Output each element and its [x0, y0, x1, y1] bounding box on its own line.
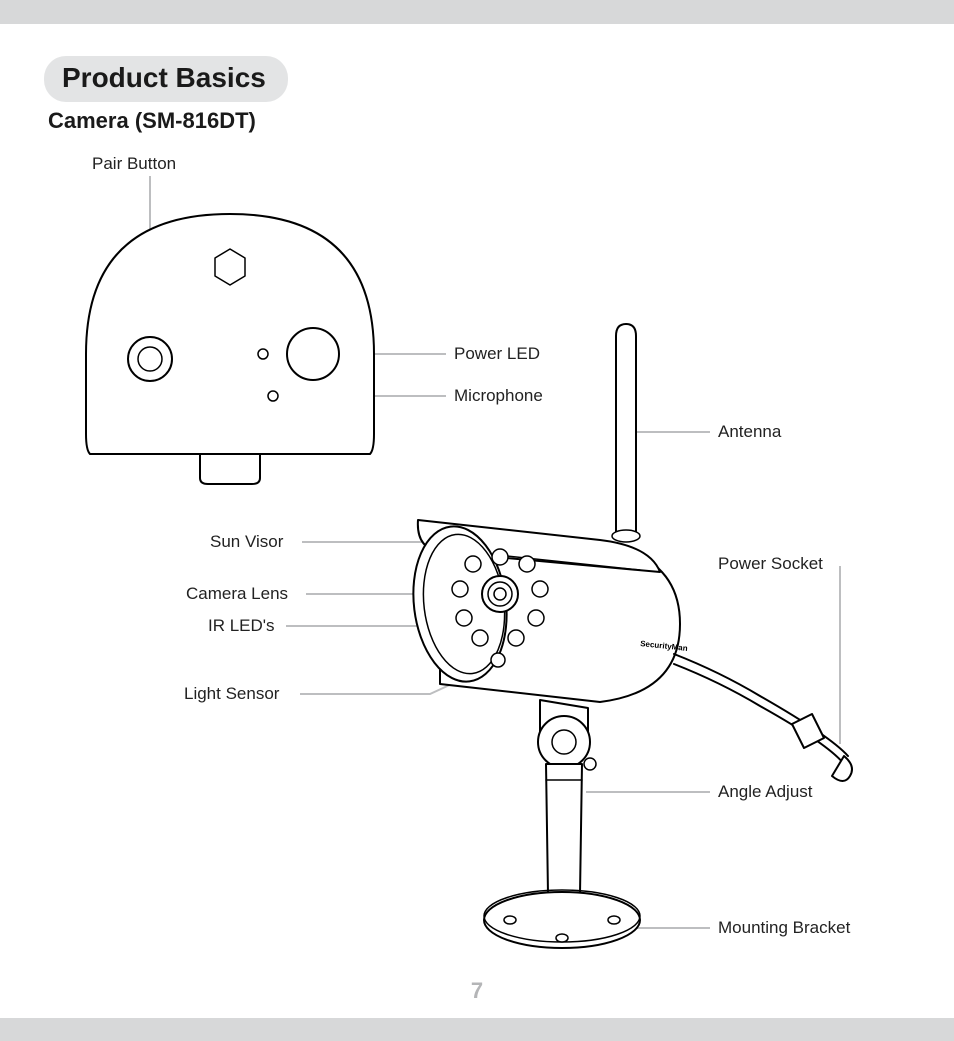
- page-number: 7: [0, 978, 954, 1004]
- rear-housing-icon: [86, 214, 374, 484]
- document-page: Product Basics Camera (SM-816DT) Pair Bu…: [0, 24, 954, 1018]
- camera-side-icon: SecurityMan: [405, 324, 852, 948]
- diagram-svg: SecurityMan: [0, 24, 954, 1018]
